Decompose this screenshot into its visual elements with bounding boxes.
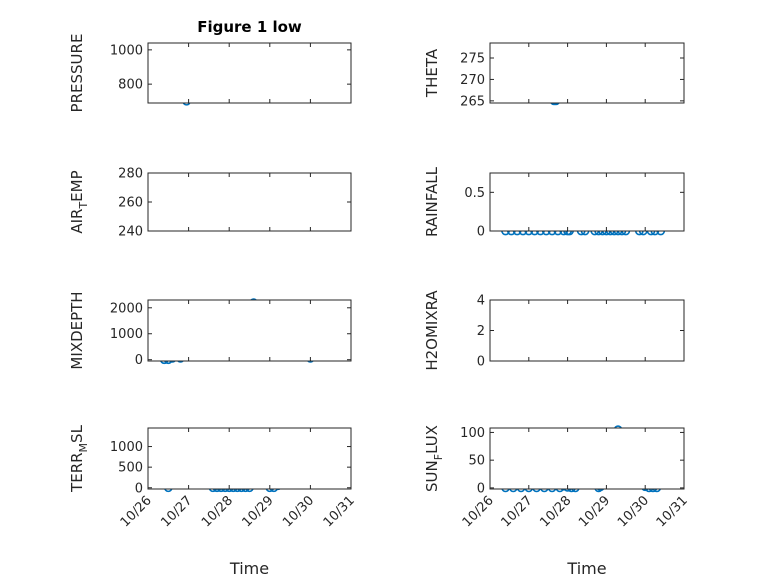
y-tick-label: 280 [118,167,143,182]
y-axis-label: AIRTEMP [68,170,90,233]
y-axis-label: RAINFALL [423,166,441,237]
y-tick-label: 270 [460,73,485,88]
axes-frame [147,172,352,232]
y-axis-label: SUNFLUX [423,425,445,492]
y-axis-label: PRESSURE [68,34,86,113]
y-tick-label: 260 [118,196,143,211]
y-tick-label: 0 [477,355,485,370]
y-tick-label: 1000 [110,327,143,342]
y-tick-label: 1000 [110,440,143,455]
axes-frame [489,172,685,232]
y-tick-label: 500 [118,461,143,476]
y-tick-label: 2 [477,324,485,339]
y-tick-label: 0 [135,353,143,368]
y-tick-label: 1000 [110,43,143,58]
axes-frame [489,427,685,490]
y-axis-label: H2OMIXRA [423,290,441,371]
y-tick-label: 0 [477,225,485,240]
chart-title: Figure 1 low [197,18,302,36]
subplot-pressure: 800 1000 PRESSURE Figure 1 low [68,18,352,113]
y-tick-label: 0 [477,481,485,496]
y-tick-label: 0.5 [464,186,485,201]
y-tick-label: 800 [118,78,143,93]
axes-frame [147,42,352,104]
y-tick-label: 2000 [110,301,143,316]
y-tick-label: 265 [460,94,485,109]
y-tick-label: 240 [118,225,143,240]
y-axis-label: THETA [423,48,441,98]
subplot-mixdepth: 0 1000 2000 MIXDEPTH [68,291,352,370]
y-tick-label: 275 [460,52,485,67]
y-tick-label: 4 [477,294,485,309]
x-axis-label: Time [229,559,269,578]
y-axis-label: MIXDEPTH [68,291,86,369]
axes-frame [147,299,352,362]
subplot-rainfall: 0 0.5 RAINFALL [423,166,685,240]
axes-frame [489,42,685,104]
y-tick-label: 50 [468,454,485,469]
axes-frame [489,299,685,362]
subplot-h2omixra: 0 2 4 H2OMIXRA [423,290,685,371]
axes-frame [147,427,352,490]
x-axis-label: Time [566,559,606,578]
y-axis-label: TERRMSL [68,424,90,493]
subplot-air-temp: 240 260 280 AIRTEMP [68,167,352,240]
subplot-theta: 265 270 275 THETA [423,42,685,109]
y-tick-label: 0 [135,481,143,496]
y-tick-label: 100 [460,426,485,441]
